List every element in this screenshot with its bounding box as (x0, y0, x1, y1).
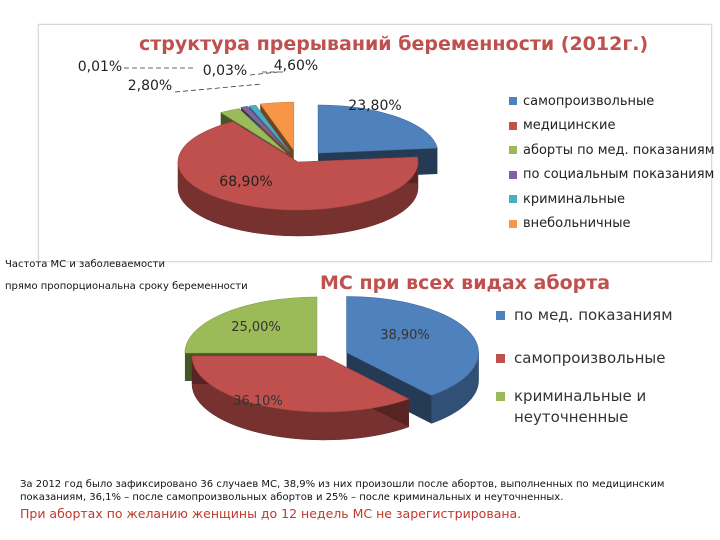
pie-slice-3 (240, 106, 289, 152)
data-label: 25,00% (231, 320, 281, 335)
data-label: 38,90% (380, 328, 430, 343)
legend-label: самопроизвольные (523, 93, 655, 109)
legend-item: медицинские (509, 114, 715, 139)
legend-item: внебольничные (509, 212, 715, 237)
pie-chart-top: 23,80% 68,90% 2,80% 0,01% 0,03% 4,60% (78, 58, 438, 237)
legend-label: самопроизвольные (514, 349, 666, 367)
legend-swatch (509, 121, 517, 130)
legend-swatch (509, 97, 517, 106)
legend-item: самопроизвольные (509, 89, 715, 114)
pie-slice-1 (191, 355, 410, 413)
legend-swatch (496, 310, 505, 320)
legend-label: криминальные и неуточненные (514, 387, 647, 426)
legend-top: самопроизвольные медицинские аборты по м… (509, 89, 715, 236)
label-leader-line (174, 83, 263, 93)
caption-text: За 2012 год было зафиксировано 36 случае… (20, 479, 665, 503)
legend-swatch (509, 219, 517, 228)
legend-item: криминальные и неуточненные (496, 386, 673, 430)
chart-title-bottom: МС при всех видах аборта (320, 272, 611, 294)
legend-item: аборты по мед. показаниям (509, 138, 715, 163)
pie-slice-2 (219, 108, 287, 154)
legend-swatch (509, 195, 517, 204)
chart-title-top: структура прерываний беременности (2012г… (139, 33, 649, 55)
pie-slice-1 (177, 121, 419, 211)
data-label: 36,10% (233, 394, 283, 409)
conclusion-text: При абортах по желанию женщины до 12 нед… (20, 506, 522, 521)
pie-chart-bottom: 38,90% 36,10% 25,00% (184, 296, 479, 441)
data-label: 68,90% (219, 174, 272, 190)
legend-swatch (496, 392, 505, 401)
label-leader-line (249, 71, 279, 76)
legend-bottom: по мед. показаниям самопроизвольные крим… (496, 300, 673, 430)
note-line-1: Частота МС и заболеваемости (5, 259, 165, 270)
data-label: 0,03% (203, 63, 247, 79)
legend-label: криминальные (523, 191, 626, 207)
data-label: 23,80% (348, 98, 401, 114)
legend-item: по социальным показаниям (509, 163, 715, 188)
legend-item: по мед. показаниям (496, 300, 673, 330)
legend-item: самопроизвольные (496, 330, 673, 386)
legend-label: по мед. показаниям (514, 306, 673, 324)
legend-swatch (509, 170, 517, 179)
data-label: 4,60% (274, 58, 318, 74)
legend-label: аборты по мед. показаниям (523, 142, 715, 158)
legend-label: по социальным показаниям (523, 167, 715, 183)
data-label: 0,01% (78, 59, 122, 75)
legend-label: внебольничные (523, 216, 631, 232)
legend-label: медицинские (523, 118, 616, 134)
note-line-2: прямо пропорциональна сроку беременности (5, 281, 248, 292)
legend-swatch (509, 146, 517, 155)
data-label: 2,80% (128, 78, 172, 94)
pie-slice-wall (346, 352, 432, 424)
legend-item: криминальные (509, 187, 715, 212)
pie-slice-4 (248, 104, 290, 152)
pie-slice-0 (346, 296, 479, 396)
legend-swatch (496, 353, 505, 363)
pie-slice-0 (317, 104, 438, 154)
pie-slice-2 (184, 296, 318, 354)
pie-slice-5 (259, 101, 295, 152)
